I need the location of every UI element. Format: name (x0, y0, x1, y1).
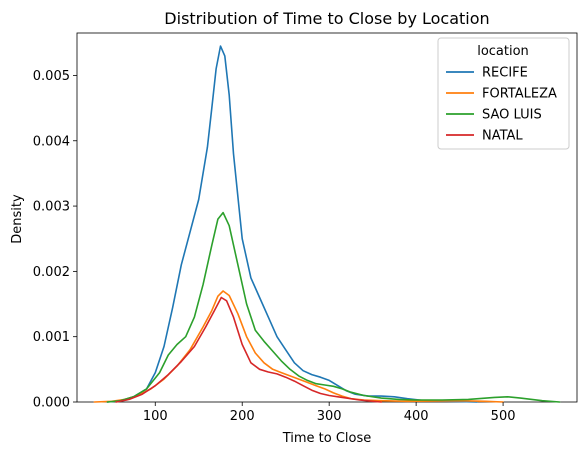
legend-label-natal: NATAL (482, 129, 523, 144)
y-tick-label: 0.004 (33, 134, 70, 149)
y-tick-label: 0.001 (33, 330, 70, 345)
x-tick-label: 400 (404, 409, 429, 424)
legend-label-fortaleza: FORTALEZA (482, 87, 557, 102)
legend-label-recife: RECIFE (482, 66, 528, 81)
legend-items: RECIFE FORTALEZA SAO LUIS NATAL (446, 66, 557, 144)
series-line-natal (115, 296, 383, 403)
y-axis: 0.000 0.001 0.002 0.003 0.004 0.005 (33, 69, 77, 411)
plot-area: 100 200 300 400 500 0.0000.0010.0020.0030.00… (33, 32, 578, 424)
series-layer (93, 45, 561, 403)
y-tick-label: 0.002 (33, 265, 70, 280)
legend-box (437, 37, 570, 150)
x-tick-label: 500 (491, 409, 516, 424)
y-tick-label: 0.003 (33, 200, 70, 215)
legend: location RECIFE FORTALEZA SAO LUIS NATAL (437, 37, 570, 150)
x-tick-label: 200 (230, 409, 255, 424)
y-axis-label: Density (10, 194, 25, 244)
legend-title: location (477, 44, 529, 59)
plot-frame (76, 32, 578, 403)
series-line-sao-luis (106, 211, 561, 403)
series-line-recife (106, 45, 478, 403)
x-axis-label: Time to Close (282, 431, 372, 446)
x-tick-label: 100 (143, 409, 168, 424)
chart-title: Distribution of Time to Close by Locatio… (164, 9, 489, 28)
x-axis: 100 200 300 400 500 (143, 402, 516, 424)
y-tick-label: 0.005 (33, 69, 70, 84)
legend-label-sao-luis: SAO LUIS (482, 108, 542, 123)
x-tick-label: 300 (317, 409, 342, 424)
y-tick-label: 0.000 (33, 396, 70, 411)
